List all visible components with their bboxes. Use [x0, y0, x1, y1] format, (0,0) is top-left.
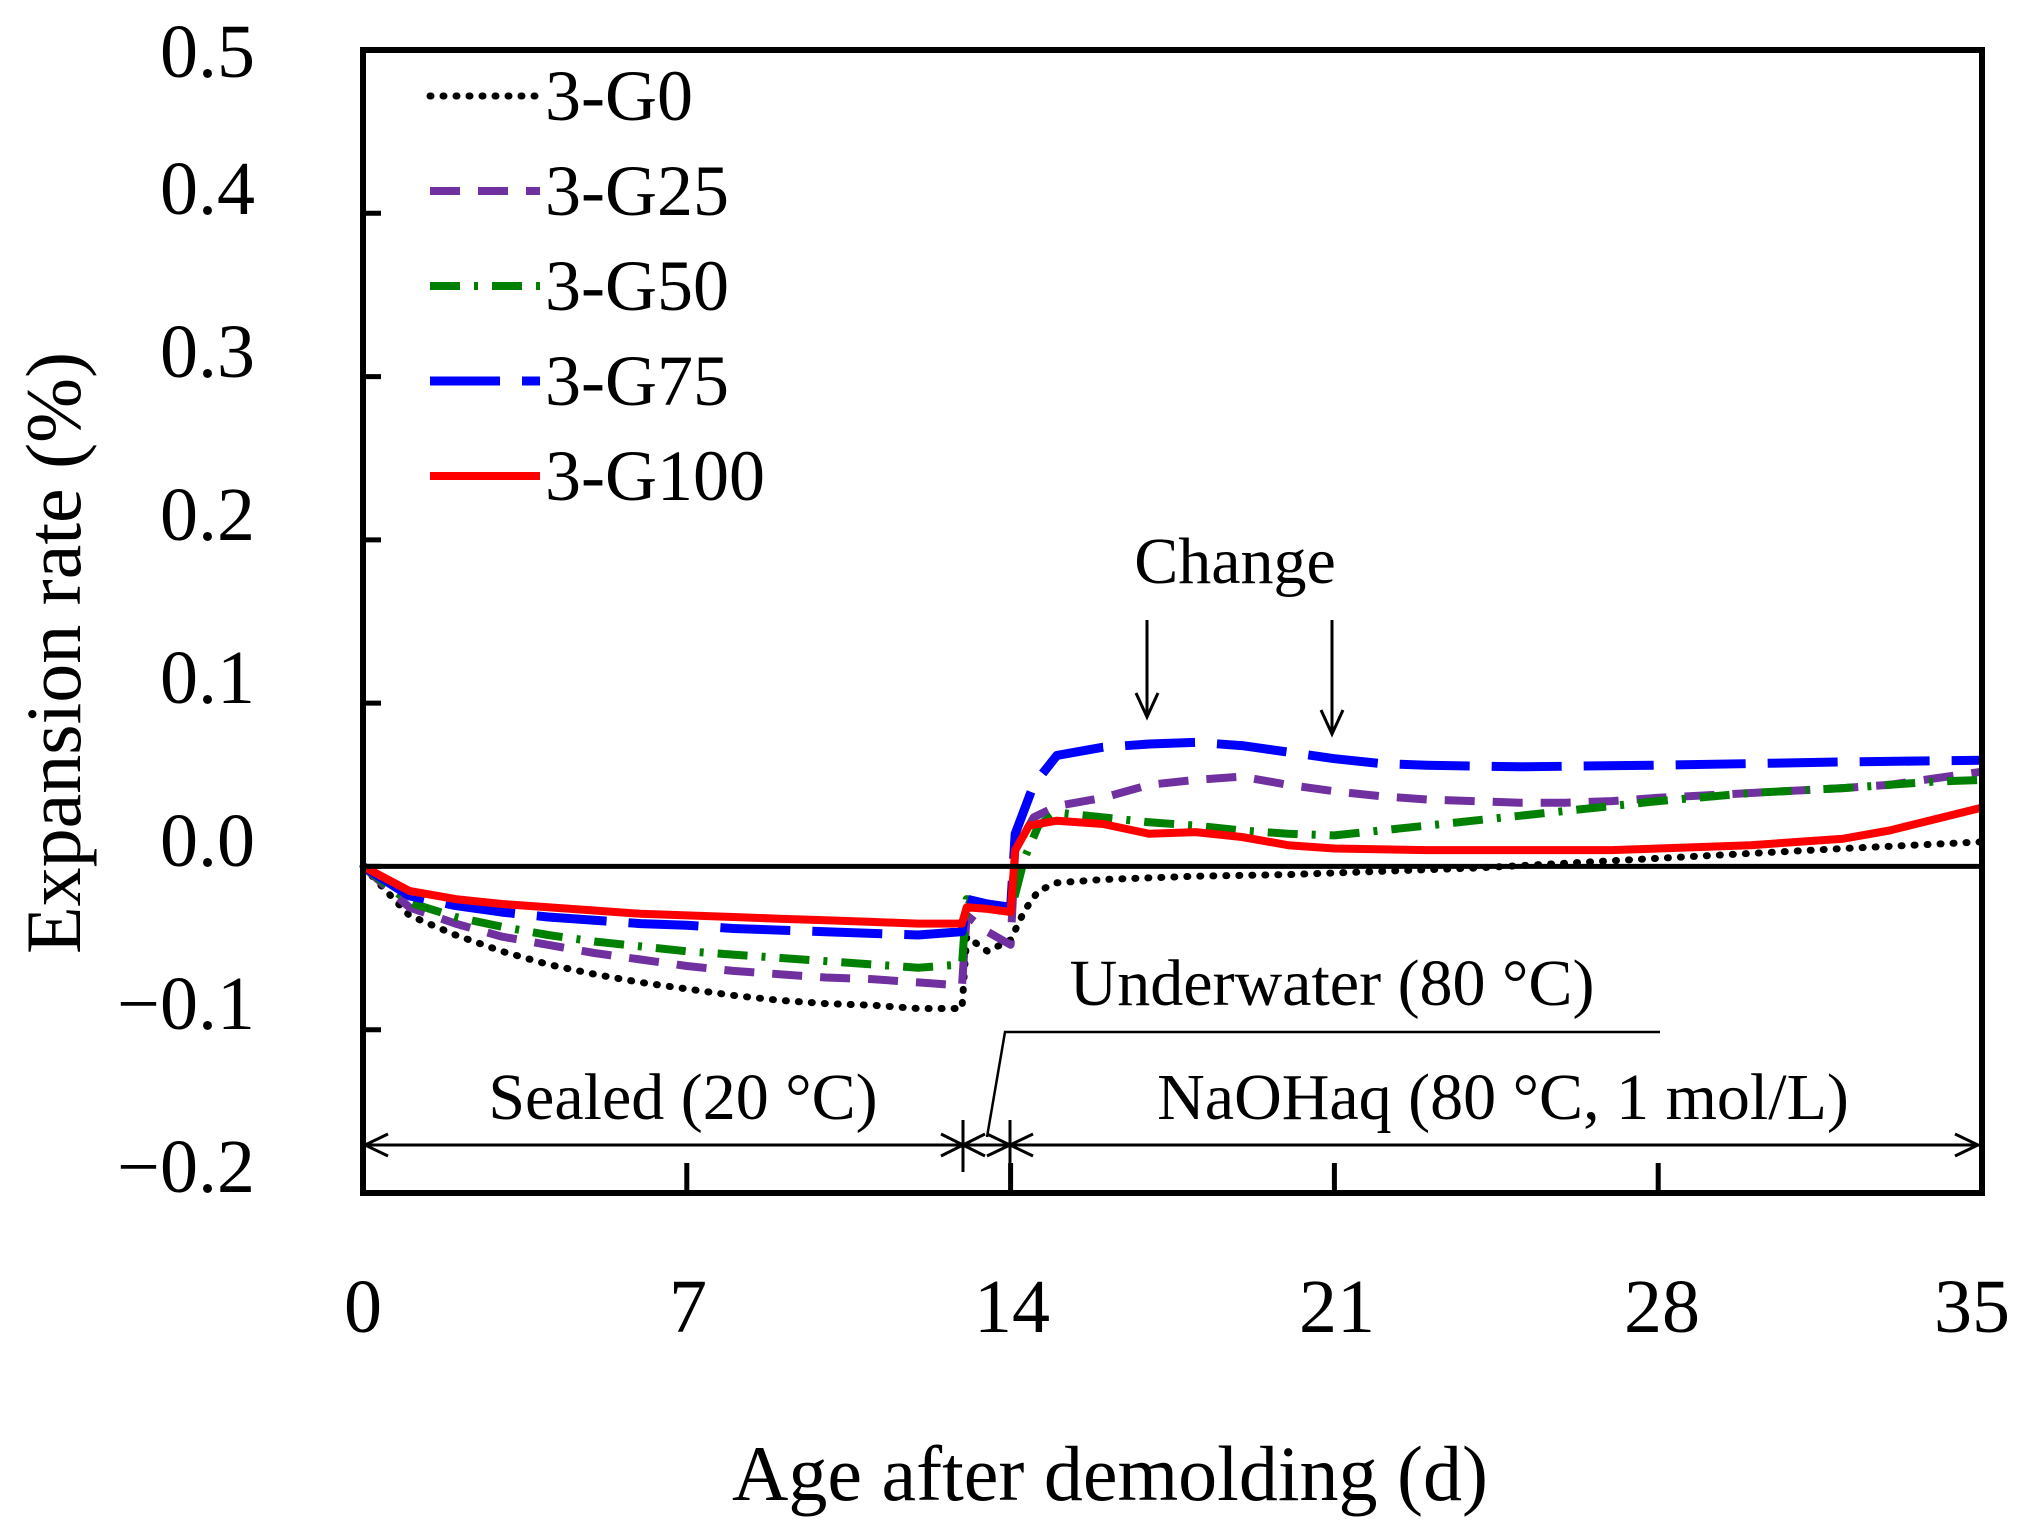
x-tick-label: 28 [1624, 1265, 1700, 1349]
legend-item-3-g75: 3-G75 [430, 341, 729, 421]
series-line-3-g75 [360, 737, 1983, 940]
y-tick-labels: −0.2 −0.1 0.0 0.1 0.2 0.3 0.4 0.5 [117, 10, 255, 1209]
y-tick-label: 0.4 [160, 147, 255, 231]
y-tick-label: 0.1 [160, 636, 255, 720]
legend-item-3-g50: 3-G50 [430, 246, 729, 326]
y-tick-label: 0.0 [160, 799, 255, 883]
y-tick-label: 0.5 [160, 10, 255, 94]
underwater-leader-line [985, 1030, 1660, 1138]
legend-item-3-g100: 3-G100 [430, 436, 765, 516]
legend-label: 3-G25 [545, 151, 729, 231]
x-axis-label: Age after demolding (d) [732, 1430, 1488, 1517]
change-arrow [1134, 620, 1160, 721]
plot-frame [360, 47, 1985, 1196]
x-tick-label: 14 [974, 1265, 1050, 1349]
y-axis-label: Expansion rate (%) [10, 352, 97, 954]
underwater-label: Underwater (80 °C) [1070, 947, 1595, 1020]
legend-item-3-g25: 3-G25 [430, 151, 729, 231]
y-tick-label: 0.2 [160, 473, 255, 557]
naoh-label: NaOHaq (80 °C, 1 mol/L) [1157, 1061, 1849, 1134]
legend-item-3-g0: 3-G0 [426, 56, 693, 136]
y-tick-label: 0.3 [160, 310, 255, 394]
x-tick-labels: 0 7 14 21 28 35 [344, 1265, 2010, 1349]
y-tick-label: −0.2 [117, 1125, 255, 1209]
y-tick-label: −0.1 [117, 962, 255, 1046]
sealed-label: Sealed (20 °C) [488, 1061, 877, 1134]
legend-label: 3-G75 [545, 341, 729, 421]
x-tick-label: 21 [1299, 1265, 1375, 1349]
change-label: Change [1134, 525, 1336, 598]
legend-label: 3-G50 [545, 246, 729, 326]
legend-label: 3-G0 [545, 56, 693, 136]
legend-label: 3-G100 [545, 436, 765, 516]
period-span-arrows [361, 1120, 1982, 1172]
x-tick-label: 35 [1934, 1265, 2010, 1349]
annotations: Change Underwater (80 °C) Sealed (20 °C)… [361, 525, 1982, 1172]
legend: 3-G0 3-G25 3-G50 3-G75 3-G100 [426, 56, 765, 516]
x-tick-label: 7 [669, 1265, 707, 1349]
series-line-3-g100 [361, 803, 1983, 928]
x-tick-label: 0 [344, 1265, 382, 1349]
series-line-3-g25 [360, 767, 1983, 990]
change-arrow [1319, 620, 1345, 738]
